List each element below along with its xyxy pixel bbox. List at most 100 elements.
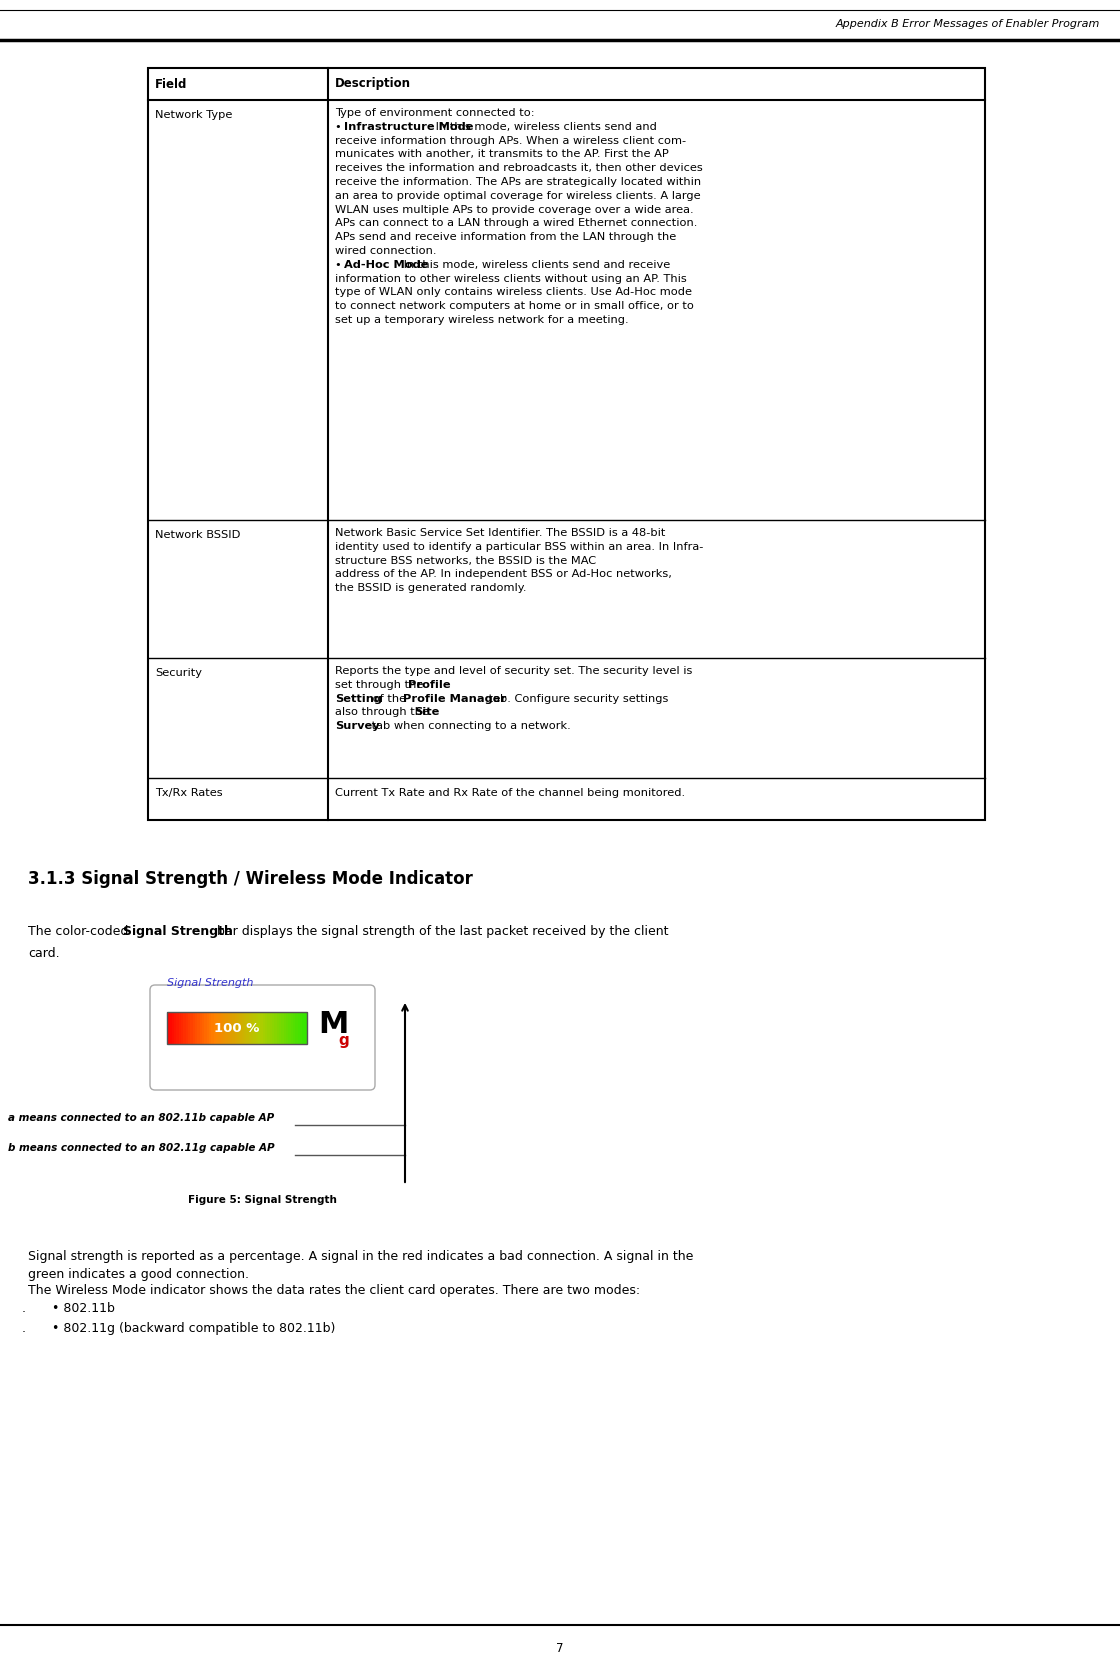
Text: Ad-Hoc Mode: Ad-Hoc Mode <box>344 259 428 269</box>
Bar <box>167 1012 307 1045</box>
Text: Profile Manager: Profile Manager <box>403 694 506 704</box>
Bar <box>260 1012 263 1045</box>
Bar <box>230 1012 233 1045</box>
Bar <box>176 1012 179 1045</box>
Text: address of the AP. In independent BSS or Ad-Hoc networks,: address of the AP. In independent BSS or… <box>335 570 672 580</box>
Text: Signal Strength: Signal Strength <box>123 925 233 938</box>
Text: Tx/Rx Rates: Tx/Rx Rates <box>155 787 223 797</box>
Text: receives the information and rebroadcasts it, then other devices: receives the information and rebroadcast… <box>335 163 702 173</box>
Text: municates with another, it transmits to the AP. First the AP: municates with another, it transmits to … <box>335 149 669 159</box>
Bar <box>242 1012 244 1045</box>
Bar <box>174 1012 177 1045</box>
Bar <box>298 1012 300 1045</box>
Bar <box>274 1012 277 1045</box>
Text: The Wireless Mode indicator shows the data rates the client card operates. There: The Wireless Mode indicator shows the da… <box>28 1284 641 1297</box>
Text: Setting: Setting <box>335 694 382 704</box>
Text: receive information through APs. When a wireless client com-: receive information through APs. When a … <box>335 136 687 146</box>
Bar <box>195 1012 198 1045</box>
Text: Survey: Survey <box>335 721 380 731</box>
Text: bar displays the signal strength of the last packet received by the client: bar displays the signal strength of the … <box>213 925 669 938</box>
Text: the BSSID is generated randomly.: the BSSID is generated randomly. <box>335 583 526 593</box>
Text: Site: Site <box>414 708 439 718</box>
Text: type of WLAN only contains wireless clients. Use Ad-Hoc mode: type of WLAN only contains wireless clie… <box>335 287 692 297</box>
Bar <box>218 1012 221 1045</box>
Text: •: • <box>335 259 345 269</box>
Bar <box>279 1012 282 1045</box>
Bar <box>193 1012 196 1045</box>
Text: also through the: also through the <box>335 708 432 718</box>
Bar <box>237 1012 240 1045</box>
Text: • 802.11b: • 802.11b <box>52 1302 115 1316</box>
Text: Description: Description <box>335 78 411 90</box>
Text: •: • <box>335 121 345 131</box>
Text: 7: 7 <box>557 1643 563 1654</box>
Bar <box>246 1012 249 1045</box>
Bar <box>216 1012 218 1045</box>
Bar <box>286 1012 289 1045</box>
Bar <box>253 1012 256 1045</box>
Bar <box>288 1012 291 1045</box>
Text: g: g <box>338 1033 348 1048</box>
Bar <box>227 1012 231 1045</box>
Bar <box>296 1012 298 1045</box>
Bar <box>277 1012 280 1045</box>
Text: 3.1.3 Signal Strength / Wireless Mode Indicator: 3.1.3 Signal Strength / Wireless Mode In… <box>28 870 473 889</box>
Bar <box>225 1012 228 1045</box>
Text: .: . <box>22 1302 26 1316</box>
Bar <box>283 1012 287 1045</box>
Bar <box>171 1012 175 1045</box>
Text: Profile: Profile <box>408 679 450 689</box>
Bar <box>212 1012 214 1045</box>
Bar <box>188 1012 190 1045</box>
Text: APs send and receive information from the LAN through the: APs send and receive information from th… <box>335 233 676 243</box>
Bar <box>249 1012 252 1045</box>
Bar <box>181 1012 184 1045</box>
Text: receive the information. The APs are strategically located within: receive the information. The APs are str… <box>335 178 701 188</box>
Text: green indicates a good connection.: green indicates a good connection. <box>28 1267 249 1281</box>
Text: • 802.11g (backward compatible to 802.11b): • 802.11g (backward compatible to 802.11… <box>52 1322 335 1335</box>
Bar <box>209 1012 212 1045</box>
FancyBboxPatch shape <box>150 985 375 1090</box>
Bar <box>223 1012 226 1045</box>
Bar <box>221 1012 224 1045</box>
Bar <box>214 1012 216 1045</box>
Bar <box>258 1012 261 1045</box>
Text: Type of environment connected to:: Type of environment connected to: <box>335 108 534 118</box>
Text: information to other wireless clients without using an AP. This: information to other wireless clients wi… <box>335 274 687 284</box>
Text: Appendix B Error Messages of Enabler Program: Appendix B Error Messages of Enabler Pro… <box>836 18 1100 28</box>
Text: Network BSSID: Network BSSID <box>155 530 241 540</box>
Bar <box>281 1012 284 1045</box>
Text: identity used to identify a particular BSS within an area. In Infra-: identity used to identify a particular B… <box>335 541 703 551</box>
Text: tab when connecting to a network.: tab when connecting to a network. <box>368 721 571 731</box>
Bar <box>291 1012 293 1045</box>
Text: Signal strength is reported as a percentage. A signal in the red indicates a bad: Signal strength is reported as a percent… <box>28 1251 693 1262</box>
Text: Field: Field <box>155 78 187 90</box>
Bar <box>268 1012 270 1045</box>
Text: set through the: set through the <box>335 679 427 689</box>
Bar <box>300 1012 302 1045</box>
Bar <box>167 1012 170 1045</box>
Bar <box>255 1012 259 1045</box>
Text: of the: of the <box>368 694 410 704</box>
Text: APs can connect to a LAN through a wired Ethernet connection.: APs can connect to a LAN through a wired… <box>335 218 698 229</box>
Bar <box>169 1012 172 1045</box>
Text: Signal Strength: Signal Strength <box>167 978 253 988</box>
Text: The color-coded: The color-coded <box>28 925 132 938</box>
Bar <box>202 1012 205 1045</box>
Bar <box>235 1012 237 1045</box>
Text: Figure 5: Signal Strength: Figure 5: Signal Strength <box>188 1194 337 1204</box>
Text: 100 %: 100 % <box>214 1022 260 1035</box>
Bar <box>197 1012 200 1045</box>
Bar <box>293 1012 296 1045</box>
Text: In this mode, wireless clients send and: In this mode, wireless clients send and <box>432 121 656 131</box>
Bar <box>184 1012 186 1045</box>
Text: an area to provide optimal coverage for wireless clients. A large: an area to provide optimal coverage for … <box>335 191 701 201</box>
Text: Reports the type and level of security set. The security level is: Reports the type and level of security s… <box>335 666 692 676</box>
Bar <box>270 1012 272 1045</box>
Text: structure BSS networks, the BSSID is the MAC: structure BSS networks, the BSSID is the… <box>335 555 596 566</box>
Bar <box>179 1012 181 1045</box>
Bar <box>190 1012 193 1045</box>
Bar <box>302 1012 305 1045</box>
Text: In this mode, wireless clients send and receive: In this mode, wireless clients send and … <box>400 259 670 269</box>
Text: Security: Security <box>155 668 202 678</box>
